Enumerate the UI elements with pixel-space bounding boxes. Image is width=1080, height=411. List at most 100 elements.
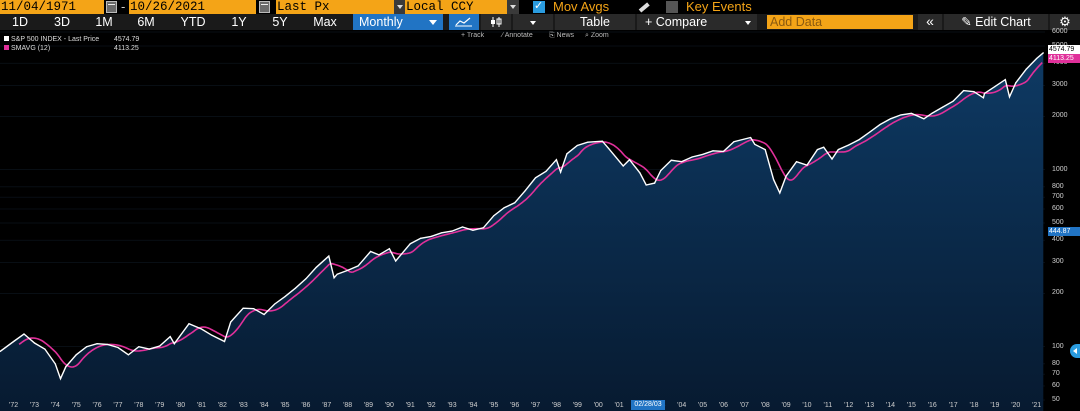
key-events-checkbox[interactable] <box>666 1 678 13</box>
price-point <box>952 100 954 102</box>
price-point <box>670 159 672 161</box>
y-tick-label: 100 <box>1052 342 1064 350</box>
add-data-input[interactable]: Add Data <box>767 15 913 29</box>
price-point <box>395 260 397 262</box>
price-point <box>806 164 808 166</box>
x-tick-label: '14 <box>885 402 896 409</box>
annotate-tool[interactable]: ⁄ Annotate <box>502 32 533 39</box>
toolbar-row-1: 11/04/1971 - 10/26/2021 Last Px Local CC… <box>0 0 1080 14</box>
x-tick-label: '90 <box>384 402 394 409</box>
calendar-icon[interactable] <box>259 1 270 13</box>
price-point <box>754 143 756 146</box>
price-point <box>347 269 349 271</box>
range-tab-1m[interactable]: 1M <box>95 15 113 29</box>
x-tick-label: '98 <box>551 402 561 409</box>
chevron-down-icon[interactable] <box>741 14 757 30</box>
x-tick-label: '07 <box>739 402 749 409</box>
price-point <box>931 112 933 114</box>
chevron-down-icon <box>530 21 536 25</box>
price-point <box>65 366 67 368</box>
pencil-icon[interactable] <box>638 2 650 13</box>
collapse-button[interactable]: « <box>918 14 942 30</box>
sma-line <box>18 62 1043 368</box>
price-point <box>712 150 714 152</box>
y-tick-label: 70 <box>1052 370 1060 378</box>
x-tick-label: '04 <box>677 402 687 409</box>
chevron-down-icon[interactable] <box>394 0 406 14</box>
price-point <box>1015 82 1017 84</box>
price-point <box>54 363 56 365</box>
price-point <box>869 131 871 133</box>
y-tick-label: 600 <box>1052 204 1064 212</box>
price-point <box>503 207 505 209</box>
y-tick-label: 400 <box>1052 236 1064 244</box>
range-tab-ytd[interactable]: YTD <box>180 15 206 29</box>
legend-price-name: S&P 500 INDEX - Last Price <box>11 36 100 43</box>
price-point <box>253 308 255 310</box>
line-chart-type-button[interactable] <box>449 14 479 30</box>
price-chart[interactable] <box>0 30 1080 411</box>
legend-price: S&P 500 INDEX - Last Price 4574.79 <box>4 35 139 44</box>
chart-legend: S&P 500 INDEX - Last Price 4574.79 SMAVG… <box>4 35 139 53</box>
price-point <box>173 343 175 345</box>
track-tool[interactable]: + Track <box>461 32 485 39</box>
x-tick-label: '20 <box>1011 402 1021 409</box>
price-point <box>524 190 526 192</box>
range-tab-1y[interactable]: 1Y <box>231 15 247 29</box>
sma-value-tag: 4113.25 <box>1048 53 1080 63</box>
frequency-select[interactable]: Monthly <box>353 14 443 30</box>
zoom-tool[interactable]: ⌕ Zoom <box>585 32 609 39</box>
end-date-field[interactable]: 10/26/2021 <box>129 0 256 14</box>
price-point <box>430 235 432 238</box>
price-point <box>482 227 484 229</box>
price-point <box>973 91 975 93</box>
price-point <box>96 343 98 345</box>
y-tick-label: 4000 <box>1052 59 1068 67</box>
price-point <box>305 278 307 280</box>
range-tab-max[interactable]: Max <box>313 15 337 29</box>
range-tab-5y[interactable]: 5Y <box>272 15 288 29</box>
key-events-label[interactable]: Key Events <box>686 0 752 14</box>
price-field-select[interactable]: Last Px <box>276 0 394 14</box>
price-point <box>1036 57 1038 60</box>
range-tab-6m[interactable]: 6M <box>137 15 155 29</box>
chevron-left-icon[interactable] <box>1070 344 1080 358</box>
y-tick-label: 1000 <box>1052 165 1068 173</box>
price-point <box>294 287 297 289</box>
mov-avgs-checkbox[interactable] <box>533 0 545 13</box>
range-tab-1d[interactable]: 1D <box>12 15 28 29</box>
price-point <box>409 243 411 245</box>
x-tick-label: '17 <box>948 402 958 409</box>
price-point <box>399 255 401 257</box>
y-tick-label: 6000 <box>1052 28 1068 35</box>
price-point <box>388 248 390 250</box>
calendar-icon[interactable] <box>106 1 117 13</box>
x-tick-label: '99 <box>572 402 582 409</box>
x-tick-label: '89 <box>363 402 374 409</box>
x-tick-label: '06 <box>718 402 729 409</box>
compare-button[interactable]: + Compare <box>637 14 757 30</box>
chevron-down-icon[interactable] <box>507 0 519 14</box>
settings-gear-icon[interactable]: ⚙ <box>1050 14 1080 30</box>
price-point <box>994 85 996 88</box>
candlestick-chart-type-button[interactable] <box>481 14 511 30</box>
table-button[interactable]: Table <box>555 14 635 30</box>
chart-type-dropdown[interactable] <box>513 14 553 30</box>
last-price-tag: 4574.79 <box>1048 45 1080 55</box>
x-tick-label: '85 <box>280 402 290 409</box>
edit-chart-button[interactable]: ✎ Edit Chart <box>944 14 1048 30</box>
price-point <box>333 277 335 279</box>
range-tab-3d[interactable]: 3D <box>54 15 70 29</box>
start-date-field[interactable]: 11/04/1971 <box>0 0 104 14</box>
legend-sma-name: SMAVG (12) <box>11 45 51 52</box>
price-point <box>493 215 495 217</box>
price-point <box>660 169 662 172</box>
price-point <box>576 144 578 147</box>
price-point <box>681 161 683 163</box>
x-tick-label: '72 <box>9 402 19 409</box>
x-tick-label: '86 <box>301 402 311 409</box>
news-tool[interactable]: ⎘ News <box>549 32 575 39</box>
currency-select[interactable]: Local CCY <box>405 0 507 14</box>
price-point <box>823 146 825 148</box>
mov-avgs-label[interactable]: Mov Avgs <box>553 0 610 14</box>
